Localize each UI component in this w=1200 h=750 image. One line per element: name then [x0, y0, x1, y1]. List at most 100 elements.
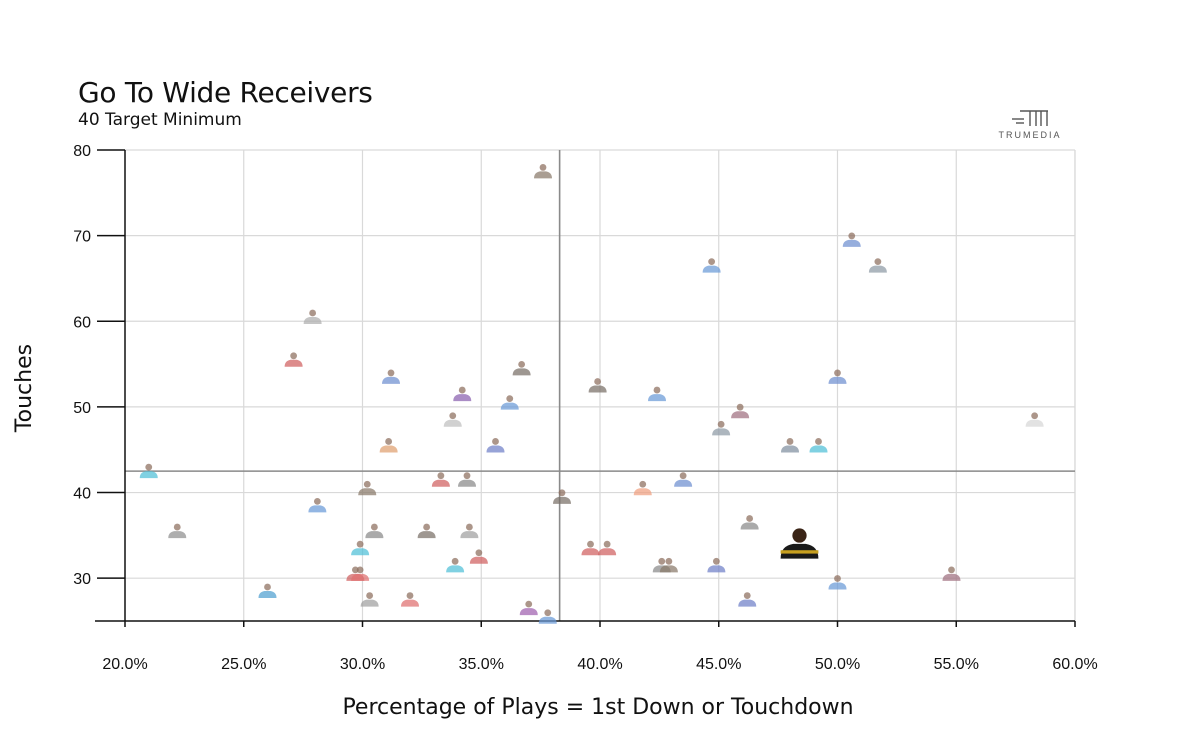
data-point: [598, 540, 617, 556]
x-tick-label: 50.0%: [815, 656, 860, 673]
player-jersey: [446, 565, 465, 573]
player-jersey: [702, 265, 721, 273]
player-head: [665, 557, 673, 565]
player-head: [290, 352, 298, 360]
data-point: [360, 592, 379, 607]
player-jersey: [781, 445, 799, 453]
player-head: [449, 412, 457, 420]
player-head: [506, 395, 514, 403]
y-tick-label: 70: [73, 229, 91, 246]
player-jersey: [588, 385, 607, 393]
player-jersey: [809, 445, 828, 453]
data-point: [469, 549, 488, 564]
y-axis-label: Touches: [12, 344, 37, 433]
axes: [95, 150, 1075, 622]
player-head: [587, 540, 594, 548]
player-head: [834, 575, 841, 582]
data-point: [588, 378, 607, 393]
player-jersey: [460, 531, 479, 539]
player-head: [653, 386, 661, 394]
data-point: [738, 592, 757, 607]
player-head: [658, 557, 666, 565]
player-jersey: [443, 419, 462, 427]
player-head: [458, 386, 466, 394]
player-head: [385, 438, 393, 445]
player-head: [746, 515, 754, 522]
data-point: [139, 463, 158, 479]
player-jersey: [868, 265, 887, 273]
data-point: [553, 489, 571, 504]
x-tick-label: 35.0%: [459, 656, 504, 673]
data-point: [519, 600, 538, 616]
player-head: [539, 164, 547, 171]
player-jersey: [469, 556, 488, 564]
player-jersey: [648, 394, 666, 402]
data-point: [351, 566, 370, 581]
y-tick-label: 60: [73, 314, 91, 331]
player-jersey: [553, 496, 571, 504]
y-tick-label: 30: [73, 571, 91, 588]
data-point: [674, 472, 693, 487]
x-tick-label: 45.0%: [696, 656, 741, 673]
data-point: [648, 386, 666, 402]
player-head: [366, 592, 374, 599]
data-point: [168, 523, 187, 539]
data-point: [401, 592, 419, 607]
player-head: [351, 566, 359, 574]
player-jersey: [500, 402, 519, 410]
player-head: [475, 549, 483, 557]
player-head: [492, 438, 499, 445]
player-head: [948, 566, 955, 574]
brand-name: TRUMEDIA: [998, 130, 1062, 140]
player-jersey: [351, 573, 370, 581]
player-jersey: [828, 582, 847, 590]
player-head: [743, 592, 751, 599]
player-jersey: [707, 565, 726, 573]
player-head: [848, 232, 856, 240]
player-head: [603, 540, 611, 548]
data-point: [512, 360, 531, 376]
data-point: [809, 438, 828, 453]
player-jersey: [842, 239, 861, 247]
player-jersey: [308, 505, 327, 513]
data-point: [453, 386, 472, 402]
data-point: [868, 258, 887, 273]
player-head: [792, 528, 807, 543]
player-jersey: [740, 522, 759, 530]
player-head: [874, 258, 882, 266]
player-jersey: [512, 368, 531, 376]
data-point: [942, 566, 961, 581]
data-point: [828, 575, 847, 590]
player-head: [679, 472, 687, 480]
player-head: [451, 557, 459, 565]
data-point: [828, 369, 847, 384]
player-jersey: [453, 394, 472, 402]
player-jersey: [358, 488, 377, 496]
data-point: [712, 420, 731, 436]
data-points: [139, 164, 1044, 624]
player-jersey: [258, 591, 277, 599]
reference-lines: [125, 150, 1075, 621]
player-head: [834, 369, 841, 377]
data-point: [740, 515, 759, 530]
data-point: [258, 583, 277, 599]
data-point: [446, 557, 465, 573]
player-jersey: [712, 428, 731, 436]
player-jersey: [284, 359, 303, 367]
data-point: [1025, 412, 1044, 427]
y-tick-label: 40: [73, 486, 91, 503]
player-jersey: [674, 479, 693, 487]
x-axis-label: Percentage of Plays = 1st Down or Touchd…: [342, 695, 853, 720]
player-jersey: [365, 531, 384, 539]
player-jersey: [458, 479, 476, 487]
data-point: [417, 523, 436, 539]
player-head: [708, 258, 716, 266]
chart-title: Go To Wide Receivers: [78, 76, 373, 109]
data-point: [659, 557, 678, 573]
data-point: [842, 232, 861, 247]
player-head: [423, 523, 431, 531]
player-jersey: [731, 411, 750, 419]
player-head: [558, 489, 566, 497]
player-head: [309, 309, 317, 317]
player-head: [1031, 412, 1039, 420]
